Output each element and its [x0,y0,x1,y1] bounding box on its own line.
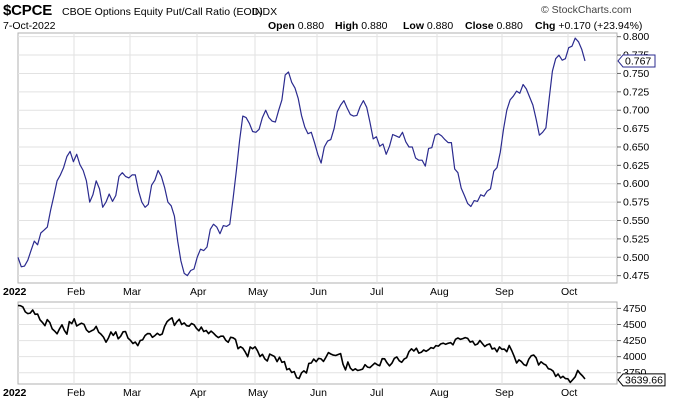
open-label: Open [268,20,295,32]
change-quote: Chg +0.170 (+23.94%) [535,20,642,32]
y-tick-label: 0.650 [623,141,649,153]
spx-line [17,304,586,384]
high-value: 0.880 [361,20,388,32]
low-value: 0.880 [426,20,454,32]
price-x-tick-label: Oct [561,286,577,298]
y-tick-label: 4500 [623,319,647,331]
y-tick-label: 0.575 [623,197,649,209]
price-last-value-tag-text: 0.767 [625,55,651,67]
open-value: 0.880 [297,20,325,32]
y-tick-label: 0.525 [623,233,649,245]
price-x-tick-label: Aug [430,286,449,298]
price-last-value-tag: 0.767 [617,54,656,68]
y-tick-label: 0.500 [623,252,649,264]
y-tick-label: 0.600 [623,178,649,190]
spx-last-value-tag-text: 3639.66 [625,374,663,386]
change-value: +0.170 (+23.94%) [558,20,643,32]
spx-x-tick-label: Jun [310,387,327,399]
price-x-tick-label: Jul [370,286,383,298]
spx-x-tick-label: Mar [123,387,142,399]
spx-x-tick-label: 2022 [3,387,27,399]
quote-date: 7-Oct-2022 [3,20,56,32]
y-tick-label: 0.700 [623,105,649,117]
open-quote: Open 0.880 [268,20,324,32]
y-tick-label: 4000 [623,351,647,363]
y-tick-label: 0.475 [623,270,649,282]
spx-x-tick-label: Jul [370,387,383,399]
spx-x-tick-label: Aug [430,387,449,399]
spx-x-tick-label: Apr [190,387,207,399]
spx-x-tick-label: Sep [495,387,514,399]
price-x-tick-label: Mar [123,286,142,298]
price-x-tick-label: Feb [67,286,85,298]
price-x-tick-label: Jun [310,286,327,298]
y-tick-label: 0.800 [623,31,649,43]
close-label: Close [465,20,494,32]
y-tick-label: 0.725 [623,86,649,98]
price-last-value-tag-box [617,54,656,68]
price-x-tick-label: Sep [495,286,514,298]
low-quote: Low 0.880 [403,20,453,32]
y-tick-label: 4750 [623,303,647,315]
price-x-tick-label: Apr [190,286,207,298]
y-tick-label: 0.550 [623,215,649,227]
y-tick-label: 4250 [623,335,647,347]
instrument-name: CBOE Options Equity Put/Call Ratio (EOD) [62,6,263,18]
stockcharts-watermark: © StockCharts.com [541,4,632,16]
spx-last-value-tag: 3639.66 [617,373,666,387]
spx-x-tick-label: May [248,387,269,399]
spx-x-tick-label: Oct [561,387,577,399]
y-tick-label: 0.625 [623,160,649,172]
y-tick-label: 0.750 [623,68,649,80]
price-x-tick-label: 2022 [3,286,27,298]
close-quote: Close 0.880 [465,20,523,32]
put-call-ratio-line [17,37,586,277]
change-label: Chg [535,20,556,32]
ticker-symbol: $CPCE [3,2,53,19]
y-tick-label: 0.675 [623,123,649,135]
spx-last-value-tag-box [617,373,666,387]
high-label: High [335,20,359,32]
close-value: 0.880 [496,20,523,32]
spx-x-tick-label: Feb [67,387,85,399]
high-quote: High 0.880 [335,20,388,32]
price-x-tick-label: May [248,286,269,298]
low-label: Low [403,20,424,32]
exchange-label: INDX [252,6,278,18]
